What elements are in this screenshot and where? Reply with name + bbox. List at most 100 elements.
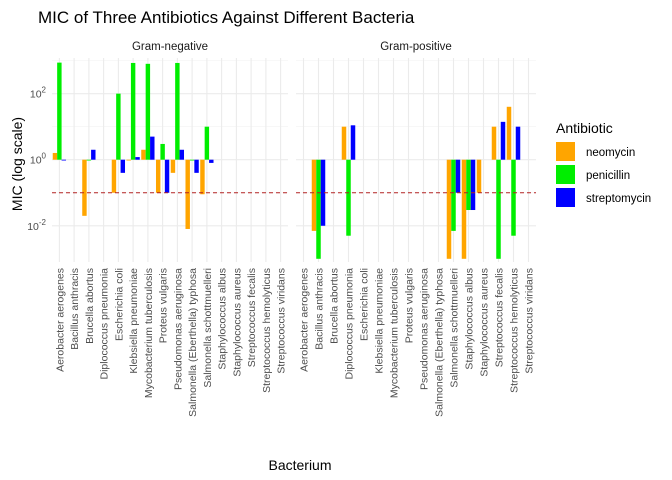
- bar-neomycin: [491, 126, 497, 160]
- bar-penicillin: [116, 93, 121, 160]
- x-tick-label: Escherichia coli: [359, 268, 371, 341]
- legend-key-streptomycin: [556, 188, 575, 207]
- bar-neomycin: [341, 126, 347, 160]
- x-tick-label: Salmonella schottmuelleri: [202, 268, 214, 388]
- x-tick-label: Aerobacter aerogenes: [299, 268, 311, 372]
- legend-key-penicillin: [556, 165, 575, 184]
- bar-streptomycin: [515, 126, 521, 160]
- bar-streptomycin: [194, 159, 199, 173]
- bar-streptomycin: [320, 159, 326, 226]
- y-tick-exponent: 2: [42, 86, 47, 95]
- panel-1: Gram-positive Aerobacter aerogenes Bacillu…: [296, 41, 536, 417]
- y-tick-label: 102: [30, 86, 47, 101]
- x-tick-label: Mycobacterium tuberculosis: [143, 268, 155, 398]
- y-tick-label: 100: [30, 152, 47, 167]
- x-tick-label: Streptococcus viridans: [276, 268, 288, 374]
- bar-streptomycin: [500, 121, 506, 160]
- bar-penicillin: [466, 159, 471, 211]
- x-tick-label: Pseudomonas aeruginosa: [419, 268, 431, 390]
- bar-neomycin: [155, 159, 161, 193]
- bar-streptomycin: [209, 159, 214, 163]
- bar-neomycin: [52, 152, 58, 160]
- facet-strip-label: Gram-positive: [380, 41, 452, 53]
- x-axis-title: Bacterium: [268, 457, 331, 473]
- x-tick-label: Aerobacter aerogenes: [54, 268, 66, 372]
- x-tick-label: Staphylococcus albus: [217, 268, 229, 370]
- bar-streptomycin: [61, 159, 67, 161]
- x-tick-label: Mycobacterium tuberculosis: [389, 268, 401, 398]
- panel-0: Gram-negative Aerobacter aerogenes Bacillu…: [52, 41, 288, 417]
- bar-neomycin: [476, 159, 482, 193]
- legend-key-neomycin: [556, 142, 575, 161]
- bar-neomycin: [185, 159, 190, 229]
- y-tick-label: 10-2: [27, 218, 46, 233]
- bar-penicillin: [145, 63, 151, 160]
- bar-streptomycin: [120, 159, 126, 173]
- x-tick-label: Salmonella schottmuelleri: [449, 268, 461, 388]
- x-tick-label: Salmonella (Eberthella) typhosa: [187, 268, 199, 417]
- bar-penicillin: [451, 159, 456, 231]
- bar-penicillin: [175, 62, 180, 160]
- bar-neomycin: [126, 159, 131, 161]
- bar-penicillin: [86, 159, 92, 161]
- bar-penicillin: [189, 159, 195, 161]
- legend-label-streptomycin: streptomycin: [586, 193, 651, 205]
- x-tick-label: Diplococcus pneumonia: [99, 268, 111, 380]
- bar-streptomycin: [179, 149, 185, 160]
- x-tick-label: Bacillus anthracis: [314, 268, 326, 350]
- x-tick-label: Escherichia coli: [113, 268, 125, 341]
- bar-neomycin: [461, 159, 467, 259]
- x-tick-label: Staphylococcus aureus: [231, 268, 243, 377]
- y-axis-title: MIC (log scale): [9, 117, 25, 211]
- x-tick-label: Brucella abortus: [84, 268, 96, 344]
- bar-streptomycin: [91, 149, 96, 160]
- chart-title: MIC of Three Antibiotics Against Differe…: [38, 8, 415, 27]
- bar-streptomycin: [455, 159, 461, 193]
- x-tick-label: Salmonella (Eberthella) typhosa: [434, 268, 446, 417]
- y-tick-exponent: -2: [39, 218, 47, 227]
- bar-neomycin: [200, 159, 205, 195]
- x-tick-label: Bacillus anthracis: [69, 268, 81, 350]
- facet-strip-label: Gram-negative: [132, 41, 208, 53]
- x-tick-label: Staphylococcus albus: [464, 268, 476, 370]
- legend: Antibiotic neomycin penicillin streptomyci…: [556, 120, 651, 207]
- legend-title: Antibiotic: [556, 120, 613, 136]
- x-tick-label: Diplococcus pneumonia: [344, 268, 356, 380]
- x-tick-label: Brucella abortus: [329, 268, 341, 344]
- bar-streptomycin: [150, 136, 155, 160]
- x-tick-label: Streptococcus hemolyticus: [261, 268, 273, 393]
- bar-streptomycin: [135, 157, 140, 160]
- bar-penicillin: [160, 143, 165, 160]
- bar-streptomycin: [164, 159, 170, 193]
- bar-streptomycin: [350, 125, 356, 160]
- bar-neomycin: [141, 149, 146, 160]
- x-tick-label: Pseudomonas aeruginosa: [172, 268, 184, 390]
- x-tick-label: Staphylococcus aureus: [479, 268, 491, 377]
- x-tick-label: Streptococcus hemolyticus: [509, 268, 521, 393]
- legend-label-neomycin: neomycin: [586, 147, 635, 159]
- x-tick-label: Streptococcus viridans: [524, 268, 536, 374]
- x-tick-label: Klebsiella pneumoniae: [374, 268, 386, 374]
- bar-neomycin: [506, 106, 512, 160]
- bar-neomycin: [311, 159, 317, 231]
- bar-neomycin: [111, 159, 117, 193]
- bar-streptomycin: [470, 159, 476, 211]
- y-tick-exponent: 0: [42, 152, 47, 161]
- bar-penicillin: [57, 62, 62, 160]
- x-tick-label: Proteus vulgaris: [404, 268, 416, 343]
- bar-neomycin: [170, 159, 176, 173]
- bar-neomycin: [446, 159, 452, 259]
- x-tick-label: Streptococcus fecalis: [494, 268, 506, 367]
- bar-penicillin: [130, 62, 136, 160]
- bar-penicillin: [511, 159, 516, 236]
- x-tick-label: Klebsiella pneumoniae: [128, 268, 140, 374]
- bar-neomycin: [82, 159, 87, 216]
- bar-penicillin: [204, 126, 210, 160]
- bar-penicillin: [316, 159, 321, 259]
- legend-label-penicillin: penicillin: [586, 170, 630, 182]
- x-tick-label: Proteus vulgaris: [158, 268, 170, 343]
- bar-penicillin: [496, 159, 501, 259]
- x-tick-label: Streptococcus fecalis: [246, 268, 258, 367]
